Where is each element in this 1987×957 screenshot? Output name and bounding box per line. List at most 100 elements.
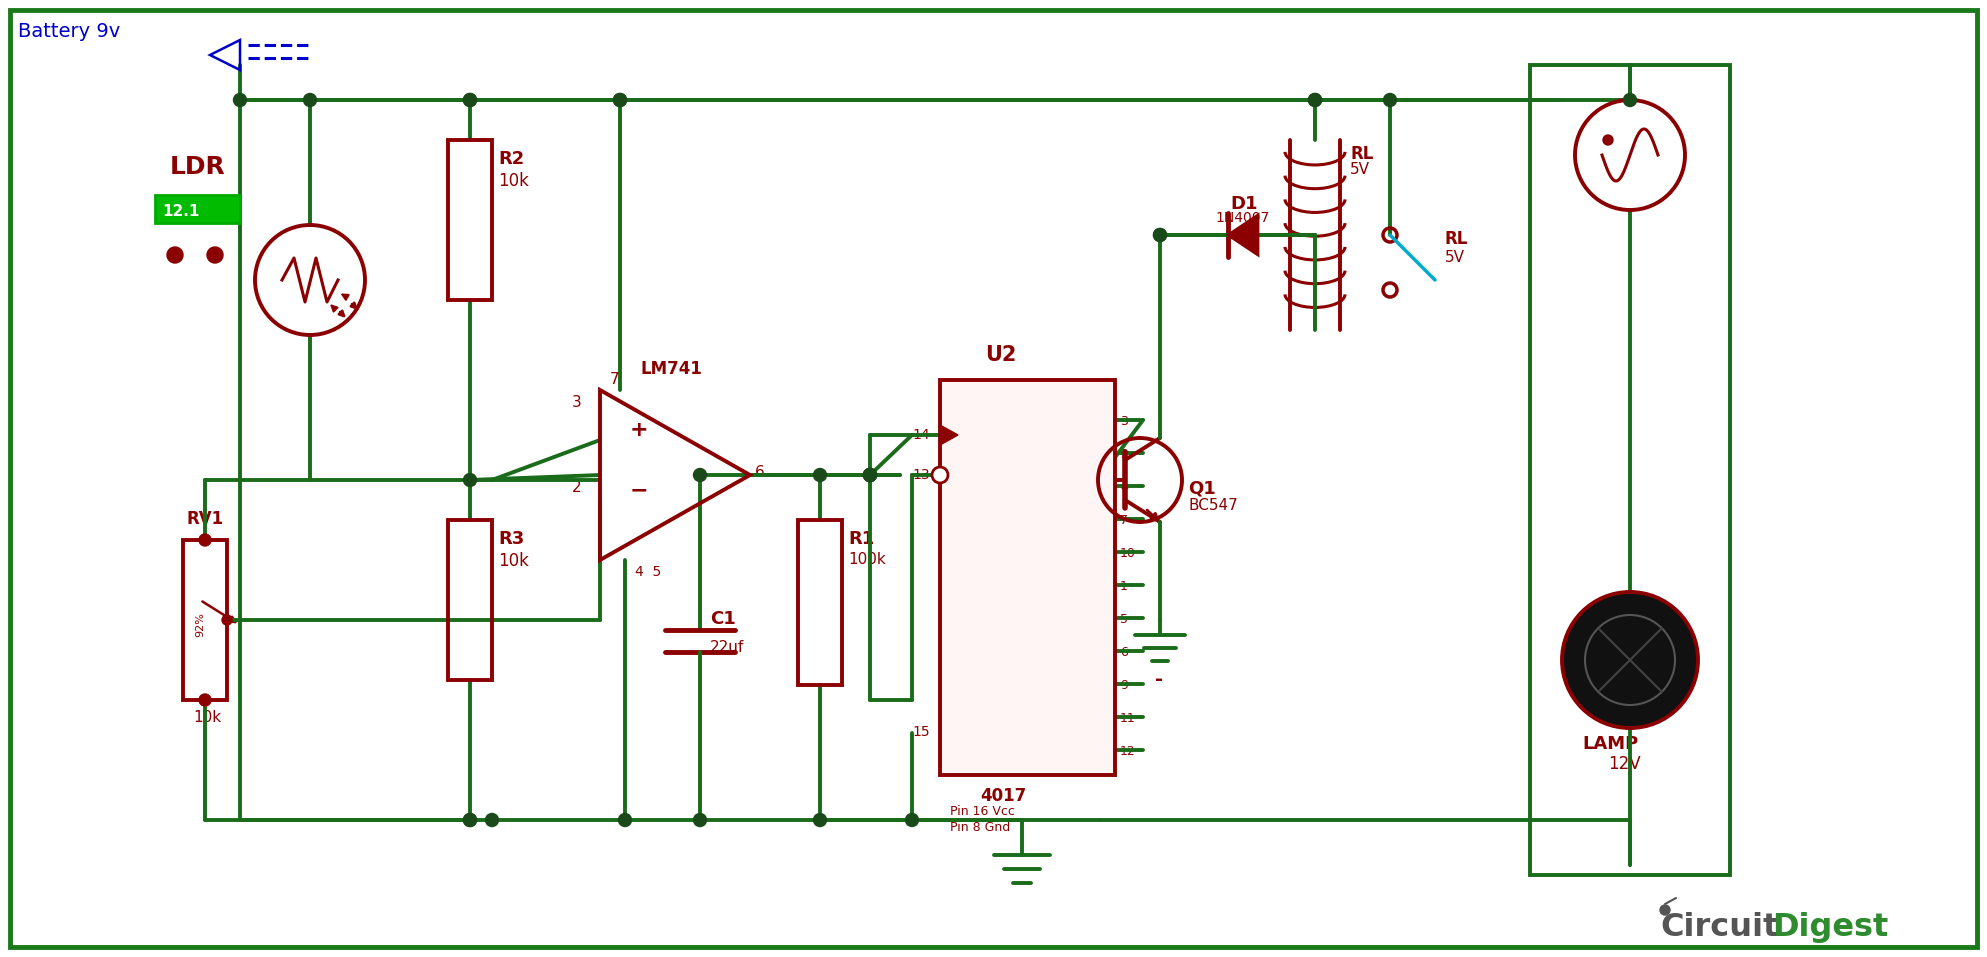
Bar: [447, 520, 493, 680]
Polygon shape: [940, 425, 958, 445]
Text: Q0: Q0: [1059, 415, 1079, 428]
Circle shape: [304, 94, 316, 106]
Circle shape: [1562, 592, 1699, 728]
Bar: [183, 540, 227, 700]
Circle shape: [906, 813, 918, 827]
Text: 10k: 10k: [499, 552, 529, 570]
Text: 5: 5: [1121, 613, 1129, 626]
Text: CO: CO: [1059, 745, 1079, 758]
Text: 4: 4: [1121, 481, 1129, 494]
Polygon shape: [1228, 215, 1258, 255]
Text: Circuit: Circuit: [1659, 912, 1778, 943]
Text: Q7: Q7: [1059, 646, 1079, 659]
Circle shape: [614, 94, 626, 106]
Text: Q9: Q9: [1059, 712, 1079, 725]
Bar: [799, 520, 842, 685]
Text: RL: RL: [1349, 145, 1373, 163]
Text: 4  5: 4 5: [636, 565, 662, 579]
Circle shape: [1309, 94, 1321, 106]
Text: 12.1: 12.1: [163, 205, 199, 219]
Text: Q1: Q1: [1188, 480, 1216, 498]
Text: Pin 16 Vcc: Pin 16 Vcc: [950, 805, 1015, 818]
Bar: [447, 140, 493, 300]
Text: 22uf: 22uf: [709, 640, 745, 655]
Circle shape: [1623, 94, 1637, 106]
Text: 12V: 12V: [1607, 755, 1641, 773]
Text: 10k: 10k: [499, 172, 529, 190]
Text: 11: 11: [1121, 712, 1137, 725]
Text: Q6: Q6: [1059, 613, 1079, 626]
Circle shape: [1154, 229, 1166, 241]
Circle shape: [813, 469, 827, 481]
Circle shape: [1383, 94, 1397, 106]
Text: 2: 2: [1121, 448, 1129, 461]
Text: Q1: Q1: [1059, 448, 1079, 461]
Text: BC547: BC547: [1188, 498, 1238, 513]
Circle shape: [618, 813, 632, 827]
Text: 15: 15: [912, 725, 930, 739]
Text: 92%: 92%: [195, 612, 205, 637]
Text: LDR: LDR: [171, 155, 227, 179]
Text: 13: 13: [912, 468, 930, 482]
Text: RV1: RV1: [187, 510, 225, 528]
Circle shape: [864, 469, 876, 481]
Circle shape: [463, 813, 477, 827]
Circle shape: [693, 813, 707, 827]
Bar: [155, 195, 240, 223]
Text: Q2: Q2: [1059, 481, 1079, 494]
Bar: [1530, 65, 1731, 875]
Circle shape: [199, 694, 211, 706]
Text: Q5: Q5: [1059, 580, 1079, 593]
Circle shape: [167, 247, 183, 263]
Circle shape: [1604, 135, 1613, 145]
Circle shape: [485, 813, 499, 827]
Text: CLK: CLK: [962, 428, 992, 442]
Circle shape: [1659, 905, 1669, 915]
Text: D1: D1: [1230, 195, 1258, 213]
Circle shape: [207, 247, 223, 263]
Text: MR: MR: [960, 725, 988, 740]
Text: Pin 8 Gnd: Pin 8 Gnd: [950, 821, 1009, 834]
Circle shape: [932, 467, 948, 483]
Text: LAMP: LAMP: [1582, 735, 1637, 753]
Circle shape: [864, 469, 876, 481]
Text: C1: C1: [709, 610, 735, 628]
Text: 6: 6: [1121, 646, 1129, 659]
Circle shape: [463, 94, 477, 106]
Circle shape: [463, 813, 477, 827]
Text: CO: CO: [1075, 725, 1099, 740]
Text: -: -: [1154, 670, 1162, 689]
Text: 9: 9: [1121, 679, 1129, 692]
Text: 2: 2: [572, 480, 582, 495]
Circle shape: [813, 813, 827, 827]
Text: 12: 12: [1121, 745, 1137, 758]
Circle shape: [864, 469, 876, 481]
Text: 5V: 5V: [1445, 250, 1464, 265]
Text: 1N4007: 1N4007: [1214, 211, 1270, 225]
Circle shape: [1154, 229, 1166, 241]
Circle shape: [1586, 615, 1675, 705]
Text: Q4: Q4: [1059, 547, 1079, 560]
Text: R3: R3: [499, 530, 525, 548]
Text: 7: 7: [610, 372, 620, 387]
Circle shape: [614, 94, 626, 106]
Circle shape: [223, 615, 232, 625]
Text: +: +: [630, 420, 648, 440]
Text: −: −: [630, 480, 648, 500]
Bar: [940, 380, 1115, 775]
Text: RL: RL: [1445, 230, 1468, 248]
Text: Battery 9v: Battery 9v: [18, 22, 121, 41]
Text: Q8: Q8: [1059, 679, 1079, 692]
Text: R1: R1: [848, 530, 874, 548]
Text: 3: 3: [572, 395, 582, 410]
Circle shape: [864, 469, 876, 481]
Circle shape: [1309, 94, 1321, 106]
Circle shape: [234, 94, 246, 106]
Circle shape: [463, 474, 477, 486]
Text: 1: 1: [1121, 580, 1129, 593]
Circle shape: [463, 94, 477, 106]
Text: 14: 14: [912, 428, 930, 442]
Text: 4017: 4017: [980, 787, 1025, 805]
Text: 10: 10: [1121, 547, 1137, 560]
Text: 7: 7: [1121, 514, 1129, 527]
